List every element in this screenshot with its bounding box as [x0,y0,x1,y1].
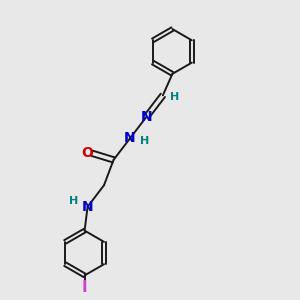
Text: H: H [169,92,179,102]
Text: N: N [82,200,93,214]
Text: H: H [69,196,78,206]
Text: O: O [82,146,94,160]
Text: N: N [124,131,135,146]
Text: H: H [140,136,149,146]
Text: N: N [141,110,152,124]
Text: I: I [82,280,87,296]
